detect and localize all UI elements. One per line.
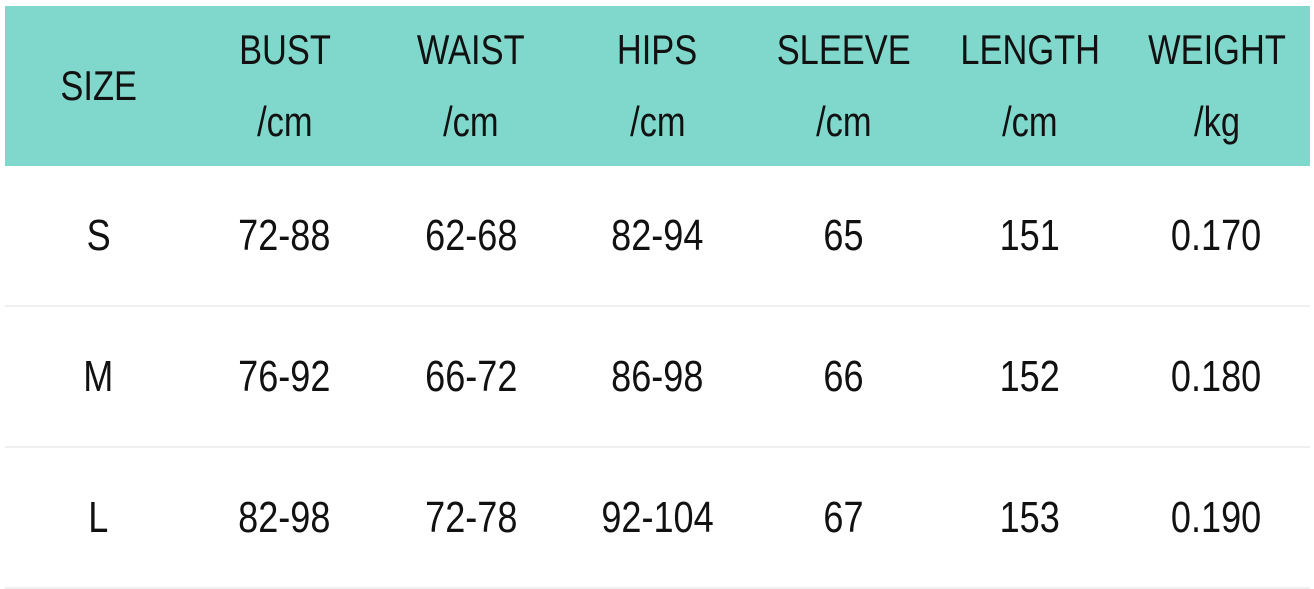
cell-value: 82-94	[611, 210, 704, 260]
table-row: L 82-98 72-78 92-104 67 153 0.190	[5, 448, 1310, 589]
table-cell: 152	[937, 307, 1123, 446]
table-row: M 76-92 66-72 86-98 66 152 0.180	[5, 307, 1310, 448]
cell-value: 65	[823, 210, 864, 260]
table-cell: 76-92	[191, 307, 377, 446]
header-cell: WEIGHT/kg	[1123, 6, 1309, 166]
cell-value: M	[83, 351, 114, 401]
cell-value: 151	[1000, 210, 1061, 260]
table-cell: S	[5, 166, 191, 305]
table-cell: 82-94	[564, 166, 750, 305]
header-cell: LENGTH/cm	[937, 6, 1123, 166]
table-cell: 65	[751, 166, 937, 305]
header-cell: BUST/cm	[191, 6, 377, 166]
cell-value: 72-78	[424, 492, 518, 542]
table-cell: L	[5, 448, 191, 587]
table-row: S 72-88 62-68 82-94 65 151 0.170	[5, 166, 1310, 307]
table-cell: 72-88	[191, 166, 377, 305]
cell-value: 86-98	[611, 351, 704, 401]
cell-value: 66	[823, 351, 864, 401]
header-line1: LENGTH	[960, 26, 1100, 73]
cell-value: 67	[823, 492, 864, 542]
header-line2: /cm	[1002, 98, 1058, 145]
header-row: SIZE BUST/cm WAIST/cm HIPS/cm SLEEVE/cm LENGT…	[5, 6, 1310, 166]
cell-value: 152	[1000, 351, 1061, 401]
table-cell: 153	[937, 448, 1123, 587]
cell-value: 0.190	[1171, 492, 1262, 542]
header-line2: /cm	[816, 98, 872, 145]
table-cell: 0.190	[1123, 448, 1309, 587]
size-chart-table: SIZE BUST/cm WAIST/cm HIPS/cm SLEEVE/cm LENGT…	[5, 6, 1310, 589]
cell-value: 0.170	[1171, 210, 1262, 260]
header-cell: SLEEVE/cm	[751, 6, 937, 166]
table-cell: 0.170	[1123, 166, 1309, 305]
header-line1: WEIGHT	[1147, 26, 1286, 73]
header-line1: SIZE	[59, 62, 137, 109]
table-cell: 67	[751, 448, 937, 587]
cell-value: 72-88	[238, 210, 331, 260]
header-line2: /cm	[443, 98, 499, 145]
header-line1: SLEEVE	[776, 26, 911, 73]
table-cell: 62-68	[378, 166, 564, 305]
table-cell: 86-98	[564, 307, 750, 446]
cell-value: 0.180	[1171, 351, 1262, 401]
table-cell: 92-104	[564, 448, 750, 587]
header-cell: HIPS/cm	[564, 6, 750, 166]
header-line2: /cm	[629, 98, 686, 145]
cell-value: 62-68	[424, 210, 518, 260]
table-cell: 66-72	[378, 307, 564, 446]
header-line2: /kg	[1193, 98, 1240, 145]
table-cell: M	[5, 307, 191, 446]
cell-value: 82-98	[238, 492, 331, 542]
table-cell: 66	[751, 307, 937, 446]
table-cell: 72-78	[378, 448, 564, 587]
header-line2: /cm	[256, 98, 313, 145]
cell-value: 92-104	[601, 492, 714, 542]
header-cell: WAIST/cm	[378, 6, 564, 166]
cell-value: S	[86, 210, 111, 260]
header-line1: HIPS	[617, 26, 698, 73]
header-cell: SIZE	[5, 6, 191, 166]
cell-value: 66-72	[424, 351, 518, 401]
header-line1: WAIST	[417, 26, 525, 73]
cell-value: 76-92	[238, 351, 331, 401]
header-line1: BUST	[238, 26, 331, 73]
table-cell: 0.180	[1123, 307, 1309, 446]
table-cell: 82-98	[191, 448, 377, 587]
cell-value: L	[88, 492, 109, 542]
table-cell: 151	[937, 166, 1123, 305]
cell-value: 153	[1000, 492, 1061, 542]
